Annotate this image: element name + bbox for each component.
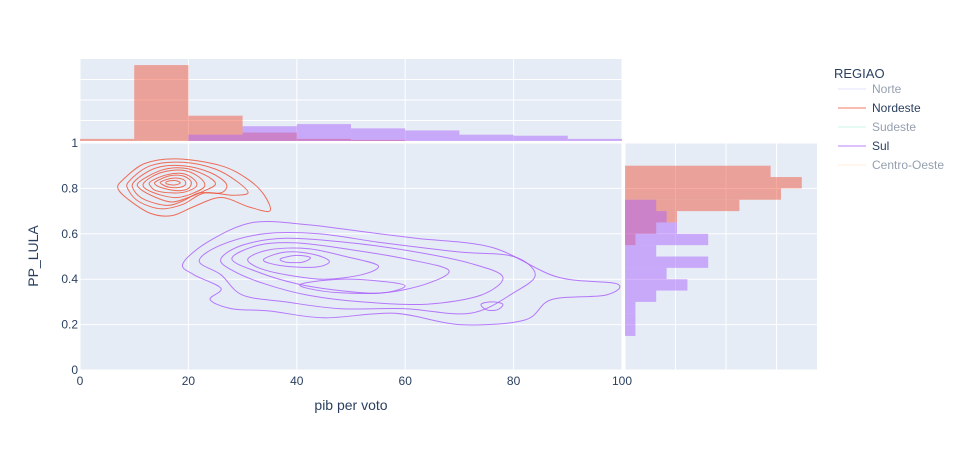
contour-nordeste-4 [142, 169, 206, 199]
right-bar-sul-6 [625, 256, 709, 268]
right-bar-sul-8 [625, 233, 709, 246]
right-bar-sul-11 [625, 199, 657, 212]
contour-nordeste-1 [126, 161, 249, 210]
x-tick-label: 0 [77, 374, 84, 388]
x-tick-label: 100 [612, 374, 632, 388]
top-bar-sul-6 [513, 135, 568, 141]
x-tick-label: 40 [290, 374, 304, 388]
legend-label: Sudeste [872, 120, 916, 134]
legend-title: REGIAO [834, 66, 885, 81]
top-bar-nordeste-1 [134, 65, 189, 141]
contour-nordeste-8 [165, 179, 181, 186]
right-bar-sul-3 [625, 290, 657, 302]
x-tick-label: 80 [507, 374, 521, 388]
contour-sul-4 [247, 247, 380, 280]
right-bar-sul-7 [625, 245, 657, 257]
x-tick-label: 20 [182, 374, 196, 388]
top-bar-sul-0 [188, 134, 243, 141]
contour-sul-7 [299, 278, 406, 295]
right-bar-sul-0 [625, 324, 636, 336]
right-bar-sul-1 [625, 313, 636, 325]
contour-sul-1 [198, 232, 536, 315]
contour-nordeste-0 [117, 158, 272, 217]
contour-sul-2 [220, 237, 504, 306]
contour-sul-6 [279, 254, 311, 264]
contour-sul-8 [480, 301, 504, 312]
right-bar-sul-2 [625, 301, 636, 314]
contour-plot [117, 158, 621, 326]
y-tick-label: 1 [71, 136, 78, 150]
legend-label: Nordeste [872, 101, 921, 115]
x-axis-label: pib per voto [314, 397, 387, 413]
top-bar-sul-1 [242, 126, 297, 141]
contour-nordeste-3 [136, 167, 217, 203]
right-bar-nordeste-6 [625, 165, 771, 178]
top-bar-sul-3 [351, 128, 406, 141]
right-bar-nordeste-4 [625, 188, 781, 200]
right-bar-nordeste-3 [625, 199, 740, 212]
axis-ticks: 0 20 40 60 80 100 0 0.2 0.4 0.6 0.8 1 [61, 136, 632, 388]
y-tick-label: 0.8 [61, 181, 78, 195]
legend-label: Sul [872, 139, 889, 153]
y-tick-label: 0 [71, 363, 78, 377]
top-bar-sul-5 [459, 134, 514, 141]
contour-nordeste-2 [131, 164, 228, 206]
legend-item-sudeste[interactable]: Sudeste [838, 120, 916, 134]
right-histogram [625, 165, 802, 336]
top-bar-sul-2 [296, 124, 351, 141]
main-plot-area [80, 143, 622, 370]
top-bar-sul-4 [405, 130, 460, 141]
contour-sul-0 [181, 220, 621, 326]
contour-nordeste-6 [154, 174, 192, 192]
right-bar-sul-10 [625, 211, 667, 223]
contour-sul-3 [231, 242, 450, 294]
top-bar-nordeste-0 [80, 138, 135, 141]
legend-label: Centro-Oeste [872, 158, 944, 172]
right-bar-nordeste-5 [625, 177, 802, 189]
contour-nordeste-5 [148, 172, 198, 194]
y-axis-label: PP_LULA [25, 225, 41, 287]
x-tick-label: 60 [399, 374, 413, 388]
contour-nordeste-7 [159, 177, 187, 189]
legend-label: Norte [872, 82, 902, 96]
right-bar-sul-4 [625, 279, 688, 291]
top-bar-sul-7 [567, 138, 622, 141]
legend-item-centro-oeste[interactable]: Centro-Oeste [838, 158, 944, 172]
y-tick-label: 0.6 [61, 227, 78, 241]
legend-item-sul[interactable]: Sul [838, 139, 889, 153]
right-bar-sul-9 [625, 222, 677, 234]
y-tick-label: 0.4 [61, 272, 78, 286]
top-histogram [80, 65, 622, 141]
legend-item-norte[interactable]: Norte [838, 82, 902, 96]
contour-sul-5 [262, 251, 330, 268]
y-tick-label: 0.2 [61, 318, 78, 332]
right-bar-sul-5 [625, 267, 667, 280]
legend: Norte Nordeste Sudeste Sul Centro-Oeste [838, 82, 944, 172]
legend-item-nordeste[interactable]: Nordeste [838, 101, 921, 115]
